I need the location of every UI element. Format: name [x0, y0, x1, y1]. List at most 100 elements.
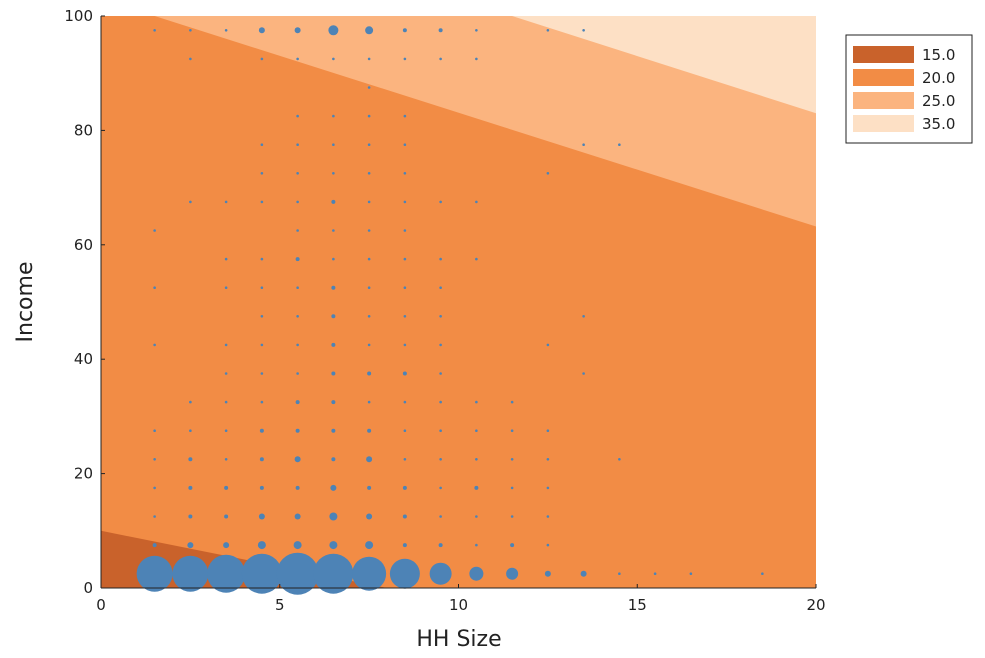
scatter-point [188, 485, 193, 490]
scatter-point [439, 343, 442, 347]
scatter-point [510, 486, 514, 490]
scatter-point [276, 552, 319, 595]
scatter-point [403, 57, 407, 61]
scatter-point [153, 286, 156, 290]
scatter-point [546, 29, 550, 32]
scatter-point [296, 57, 299, 61]
scatter-point [296, 143, 299, 146]
scatter-point [403, 143, 407, 146]
scatter-point [506, 567, 519, 580]
scatter-point [260, 57, 264, 61]
scatter-point [224, 200, 228, 204]
scatter-point [439, 458, 442, 461]
scatter-point [153, 429, 156, 433]
scatter-point [224, 372, 228, 375]
scatter-point [332, 229, 335, 232]
scatter-point [439, 372, 442, 375]
scatter-point [224, 400, 228, 404]
scatter-point [689, 572, 693, 575]
scatter-point [224, 286, 228, 290]
scatter-point [189, 200, 192, 204]
scatter-point [367, 57, 371, 61]
scatter-point [295, 400, 300, 405]
scatter-point [294, 456, 301, 463]
scatter-point [153, 458, 156, 461]
scatter-point [295, 485, 300, 490]
scatter-point [475, 57, 478, 61]
scatter-point [365, 26, 374, 35]
scatter-point [136, 555, 173, 592]
legend-swatch [853, 69, 914, 86]
scatter-point [331, 314, 336, 319]
scatter-point [224, 343, 228, 347]
scatter-point [439, 257, 442, 261]
scatter-point [618, 458, 621, 461]
legend-label: 35.0 [922, 115, 955, 133]
scatter-point [352, 556, 387, 591]
scatter-point [402, 28, 407, 33]
scatter-point [332, 143, 335, 146]
scatter-point [546, 458, 550, 461]
scatter-point [332, 114, 335, 118]
scatter-point [546, 515, 550, 518]
scatter-point [403, 458, 407, 461]
scatter-point [582, 143, 585, 146]
scatter-point [189, 400, 192, 404]
x-tick-label: 0 [96, 596, 106, 614]
scatter-point [510, 429, 514, 433]
scatter-point [403, 114, 407, 118]
scatter-point [331, 285, 336, 290]
scatter-point [367, 172, 371, 175]
scatter-point [402, 514, 407, 519]
scatter-point [153, 229, 156, 232]
legend-label: 20.0 [922, 69, 955, 87]
scatter-point [332, 257, 335, 261]
scatter-point [260, 315, 264, 318]
scatter-point [510, 458, 514, 461]
x-tick-label: 20 [806, 596, 825, 614]
x-axis-title: HH Size [416, 627, 501, 652]
scatter-point [367, 143, 371, 146]
scatter-point [296, 372, 299, 375]
scatter-point [296, 200, 299, 204]
legend-swatch [853, 46, 914, 63]
scatter-point [331, 342, 336, 347]
scatter-point [153, 343, 156, 347]
scatter-point [546, 172, 550, 175]
scatter-point [260, 286, 264, 290]
legend-label: 15.0 [922, 46, 955, 64]
scatter-point [403, 200, 407, 204]
scatter-point [153, 486, 156, 490]
scatter-point [259, 457, 264, 462]
scatter-point [241, 553, 282, 594]
scatter-point [475, 400, 478, 404]
scatter-point [761, 572, 764, 575]
scatter-point [296, 114, 299, 118]
scatter-point [296, 343, 299, 347]
scatter-point [259, 485, 264, 490]
y-tick-label: 0 [83, 579, 93, 597]
scatter-point [510, 543, 515, 548]
scatter-point [260, 143, 264, 146]
scatter-point [475, 543, 478, 547]
scatter-point [152, 543, 157, 548]
scatter-point [439, 400, 442, 404]
scatter-point [296, 229, 299, 232]
scatter-point [207, 554, 246, 593]
scatter-point [475, 515, 478, 518]
scatter-point [439, 200, 442, 204]
scatter-point [365, 541, 374, 550]
scatter-point [189, 29, 192, 32]
scatter-point [260, 172, 264, 175]
scatter-point [153, 515, 156, 518]
scatter-point [367, 315, 371, 318]
scatter-point [367, 229, 371, 232]
x-tick-label: 15 [628, 596, 647, 614]
scatter-point [439, 315, 442, 318]
scatter-point [224, 257, 228, 261]
scatter-point [582, 372, 585, 375]
scatter-point [172, 555, 209, 592]
scatter-point [188, 457, 193, 462]
scatter-point [331, 199, 336, 204]
scatter-point [224, 485, 229, 490]
